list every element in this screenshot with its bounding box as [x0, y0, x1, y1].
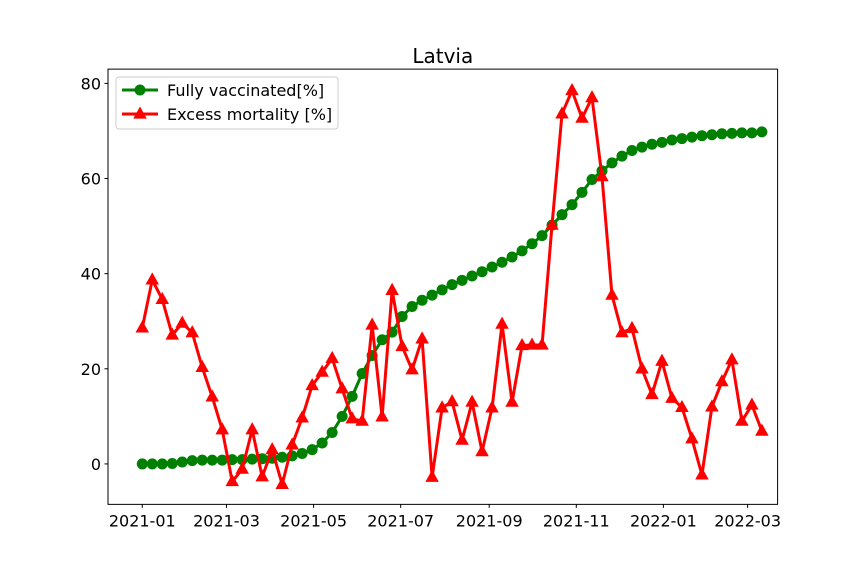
y-tick-label: 0	[91, 455, 101, 474]
chart-title: Latvia	[412, 44, 473, 68]
data-point	[427, 290, 438, 301]
data-point	[497, 257, 508, 268]
data-point	[407, 301, 418, 312]
data-point	[147, 458, 158, 469]
data-point	[756, 126, 767, 137]
data-point	[377, 334, 388, 345]
data-point	[197, 455, 208, 466]
data-point	[686, 132, 697, 143]
y-tick-label: 80	[81, 74, 101, 93]
data-point	[557, 209, 568, 220]
data-point	[646, 139, 657, 150]
data-point	[477, 266, 488, 277]
x-tick-label: 2022-01	[630, 511, 697, 530]
data-point	[586, 174, 597, 185]
data-point	[716, 128, 727, 139]
data-point	[307, 444, 318, 455]
data-point	[626, 145, 637, 156]
data-point	[167, 458, 178, 469]
legend: Fully vaccinated[%] Excess mortality [%]	[116, 77, 338, 129]
data-point	[726, 128, 737, 139]
y-tick-label: 40	[81, 265, 101, 284]
data-point	[507, 252, 518, 263]
data-point	[736, 127, 747, 138]
data-point	[327, 427, 338, 438]
data-point	[616, 151, 627, 162]
data-point	[696, 130, 707, 141]
data-point	[177, 457, 188, 468]
data-point	[297, 448, 308, 459]
data-point	[537, 230, 548, 241]
y-tick-label: 20	[81, 360, 101, 379]
x-tick-label: 2021-11	[543, 511, 610, 530]
y-tick-label: 60	[81, 170, 101, 189]
x-tick-label: 2021-05	[280, 511, 347, 530]
data-point	[517, 245, 528, 256]
x-tick-label: 2021-01	[109, 511, 176, 530]
data-point	[207, 455, 218, 466]
data-point	[187, 455, 198, 466]
data-point	[447, 279, 458, 290]
legend-label: Fully vaccinated[%]	[167, 81, 324, 100]
data-point	[417, 295, 428, 306]
data-point	[706, 129, 717, 140]
x-tick-label: 2021-03	[193, 511, 260, 530]
data-point	[746, 127, 757, 138]
data-point	[317, 437, 328, 448]
x-axis: 2021-01 2021-03 2021-05 2021-07 2021-09 2021-…	[109, 504, 781, 530]
data-point	[676, 133, 687, 144]
data-point	[577, 187, 588, 198]
data-point	[527, 238, 538, 249]
data-point	[437, 284, 448, 295]
data-point	[137, 458, 148, 469]
data-point	[636, 142, 647, 153]
x-tick-label: 2021-09	[456, 511, 523, 530]
y-axis: 0 20 40 60 80	[81, 74, 108, 474]
legend-label: Excess mortality [%]	[167, 105, 332, 124]
legend-marker	[135, 85, 146, 96]
data-point	[487, 261, 498, 272]
data-point	[247, 454, 258, 465]
data-point	[666, 134, 677, 145]
data-point	[457, 275, 468, 286]
x-tick-label: 2022-03	[714, 511, 781, 530]
data-point	[606, 157, 617, 168]
data-point	[467, 271, 478, 282]
data-point	[157, 458, 168, 469]
data-point	[337, 411, 348, 422]
x-tick-label: 2021-07	[367, 511, 434, 530]
data-point	[567, 199, 578, 210]
data-point	[656, 137, 667, 148]
